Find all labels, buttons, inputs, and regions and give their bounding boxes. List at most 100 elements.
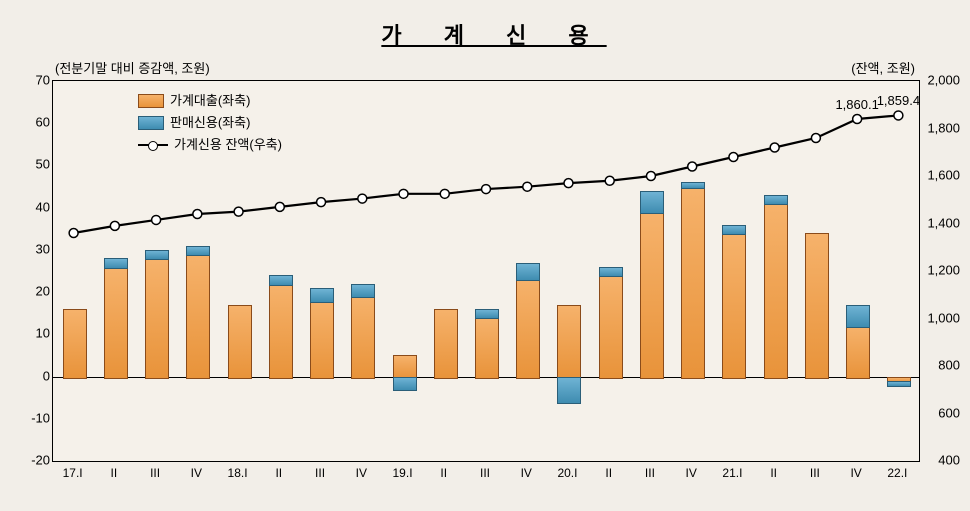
bar-series1 bbox=[805, 233, 829, 379]
line-marker bbox=[688, 162, 697, 171]
data-label: 1,860.1 bbox=[835, 97, 878, 112]
legend-item-series2: 판매신용(좌축) bbox=[138, 113, 282, 133]
data-label: 1,859.4 bbox=[877, 93, 920, 108]
bar-series2 bbox=[475, 309, 499, 319]
line-marker bbox=[193, 210, 202, 219]
line-marker bbox=[605, 176, 614, 185]
bar-series2 bbox=[516, 263, 540, 282]
bar-series2 bbox=[310, 288, 334, 303]
bar-series2 bbox=[846, 305, 870, 328]
bar-series2 bbox=[887, 381, 911, 387]
legend-label-series2: 판매신용(좌축) bbox=[170, 113, 250, 133]
bar-series2 bbox=[104, 258, 128, 268]
bar-series1 bbox=[351, 296, 375, 378]
bar-series2 bbox=[599, 267, 623, 277]
bar-series2 bbox=[351, 284, 375, 299]
bar-series1 bbox=[640, 212, 664, 379]
bar-series1 bbox=[393, 355, 417, 378]
y-left-tick: 20 bbox=[22, 284, 50, 299]
bar-series2 bbox=[640, 191, 664, 214]
bar-series2 bbox=[764, 195, 788, 205]
x-tick: III bbox=[315, 466, 325, 480]
x-tick: II bbox=[605, 466, 612, 480]
legend-swatch-series1 bbox=[138, 94, 164, 108]
bar-series1 bbox=[186, 254, 210, 378]
line-marker bbox=[482, 185, 491, 194]
y-left-tick: 30 bbox=[22, 241, 50, 256]
y-right-tick: 1,000 bbox=[920, 310, 960, 325]
bar-series2 bbox=[557, 377, 581, 404]
legend-label-series1: 가계대출(좌축) bbox=[170, 91, 250, 111]
x-tick: III bbox=[480, 466, 490, 480]
line-marker bbox=[110, 221, 119, 230]
left-axis-label: (전분기말 대비 증감액, 조원) bbox=[55, 58, 210, 77]
y-left-tick: -10 bbox=[22, 410, 50, 425]
bar-series1 bbox=[475, 317, 499, 378]
line-marker bbox=[358, 194, 367, 203]
y-right-tick: 2,000 bbox=[920, 73, 960, 88]
line-marker bbox=[234, 207, 243, 216]
bar-series1 bbox=[557, 305, 581, 379]
legend-item-series3: 가계신용 잔액(우축) bbox=[138, 135, 282, 155]
y-right-tick: 400 bbox=[920, 453, 960, 468]
bar-series1 bbox=[516, 279, 540, 378]
line-marker bbox=[729, 153, 738, 162]
y-left-tick: 40 bbox=[22, 199, 50, 214]
legend: 가계대출(좌축) 판매신용(좌축) 가계신용 잔액(우축) bbox=[138, 89, 282, 157]
line-marker bbox=[853, 115, 862, 124]
x-tick: II bbox=[440, 466, 447, 480]
bar-series1 bbox=[228, 305, 252, 379]
y-right-tick: 1,400 bbox=[920, 215, 960, 230]
x-tick: IV bbox=[686, 466, 697, 480]
x-tick: 22.I bbox=[887, 466, 907, 480]
bar-series1 bbox=[681, 187, 705, 379]
line-marker bbox=[564, 179, 573, 188]
x-tick: III bbox=[645, 466, 655, 480]
y-right-tick: 1,800 bbox=[920, 120, 960, 135]
bar-series1 bbox=[310, 301, 334, 379]
y-left-tick: 0 bbox=[22, 368, 50, 383]
legend-item-series1: 가계대출(좌축) bbox=[138, 91, 282, 111]
x-tick: II bbox=[111, 466, 118, 480]
bar-series1 bbox=[145, 258, 169, 378]
bar-series1 bbox=[764, 203, 788, 378]
y-right-tick: 800 bbox=[920, 358, 960, 373]
x-tick: III bbox=[810, 466, 820, 480]
bar-series2 bbox=[722, 225, 746, 235]
y-left-tick: 60 bbox=[22, 115, 50, 130]
y-right-tick: 600 bbox=[920, 405, 960, 420]
line-marker bbox=[523, 182, 532, 191]
line-marker bbox=[440, 189, 449, 198]
y-left-tick: 10 bbox=[22, 326, 50, 341]
x-tick: IV bbox=[521, 466, 532, 480]
line-marker bbox=[399, 189, 408, 198]
x-tick: IV bbox=[356, 466, 367, 480]
line-marker bbox=[69, 229, 78, 238]
bar-series1 bbox=[63, 309, 87, 379]
y-left-tick: -20 bbox=[22, 453, 50, 468]
legend-swatch-series2 bbox=[138, 116, 164, 130]
x-tick: 18.I bbox=[228, 466, 248, 480]
chart-container: 가 계 신 용 (전분기말 대비 증감액, 조원) (잔액, 조원) 가계대출(… bbox=[10, 10, 960, 501]
line-marker bbox=[152, 215, 161, 224]
legend-swatch-series3 bbox=[138, 144, 168, 146]
chart-title: 가 계 신 용 bbox=[10, 10, 960, 50]
y-right-tick: 1,200 bbox=[920, 263, 960, 278]
bar-series1 bbox=[434, 309, 458, 379]
bar-series2 bbox=[145, 250, 169, 260]
line-marker bbox=[275, 202, 284, 211]
x-tick: 20.I bbox=[557, 466, 577, 480]
right-axis-label: (잔액, 조원) bbox=[851, 58, 915, 77]
x-tick: II bbox=[275, 466, 282, 480]
bar-series2 bbox=[393, 377, 417, 392]
y-right-tick: 1,600 bbox=[920, 168, 960, 183]
y-left-tick: 70 bbox=[22, 73, 50, 88]
bar-series2 bbox=[681, 182, 705, 188]
bar-series1 bbox=[599, 275, 623, 378]
bar-series1 bbox=[104, 267, 128, 379]
bar-series1 bbox=[846, 326, 870, 379]
x-tick: IV bbox=[850, 466, 861, 480]
x-tick: 19.I bbox=[393, 466, 413, 480]
x-tick: IV bbox=[191, 466, 202, 480]
x-tick: 17.I bbox=[63, 466, 83, 480]
